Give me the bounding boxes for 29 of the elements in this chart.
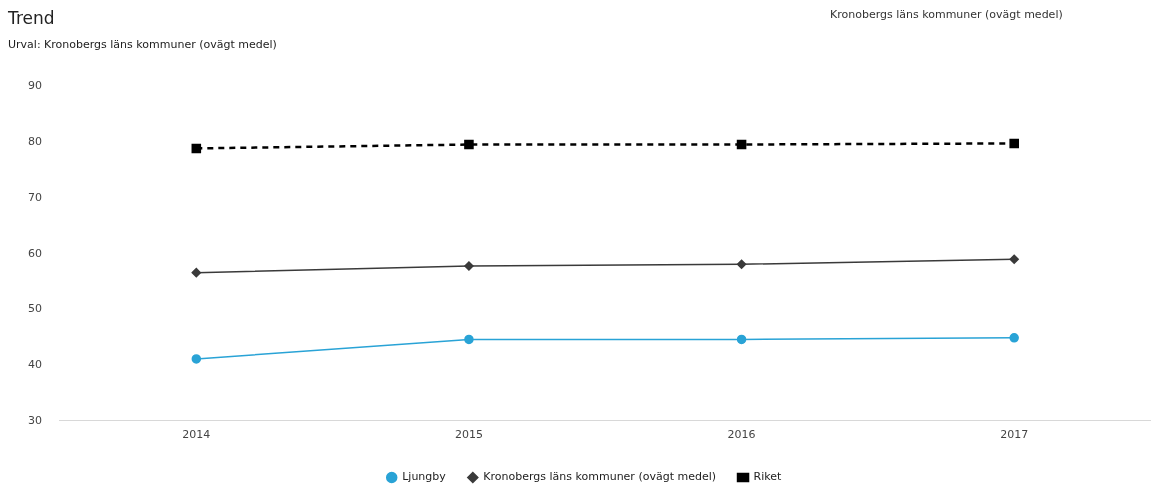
- legend-label: Ljungby: [402, 470, 447, 484]
- y-tick-label: 30: [28, 413, 42, 427]
- point: [1009, 254, 1019, 265]
- point: [1009, 333, 1019, 343]
- point: [736, 139, 747, 150]
- point: [736, 334, 747, 345]
- point: [191, 143, 202, 154]
- y-tick-label: 60: [28, 246, 42, 260]
- y-tick-label: 70: [28, 190, 42, 204]
- y-tick-label: 90: [28, 79, 42, 93]
- x-tick-label: 2016: [727, 428, 756, 442]
- point: [1009, 138, 1019, 149]
- y-tick-label: 40: [28, 357, 42, 371]
- legend-label: Kronobergs läns kommuner (ovägt medel): [483, 470, 717, 484]
- x-tick-label: 2017: [1000, 428, 1029, 442]
- text: Kronobergs läns kommuner (ovägt medel): [830, 8, 1063, 21]
- y-tick-label: 80: [28, 135, 42, 149]
- point: [736, 259, 747, 270]
- chart-title: Trend: [8, 8, 55, 28]
- point: [191, 354, 202, 364]
- x-tick-label: 2015: [454, 428, 483, 442]
- point: [464, 139, 474, 150]
- point: [191, 267, 202, 278]
- point: [464, 334, 474, 345]
- chart-subtitle: Urval: Kronobergs läns kommuner (ovägt medel): [8, 38, 277, 51]
- point: [464, 261, 474, 271]
- x-tick-label: 2014: [182, 428, 211, 442]
- y-tick-label: 50: [28, 302, 42, 316]
- legend-label: Riket: [753, 470, 782, 484]
